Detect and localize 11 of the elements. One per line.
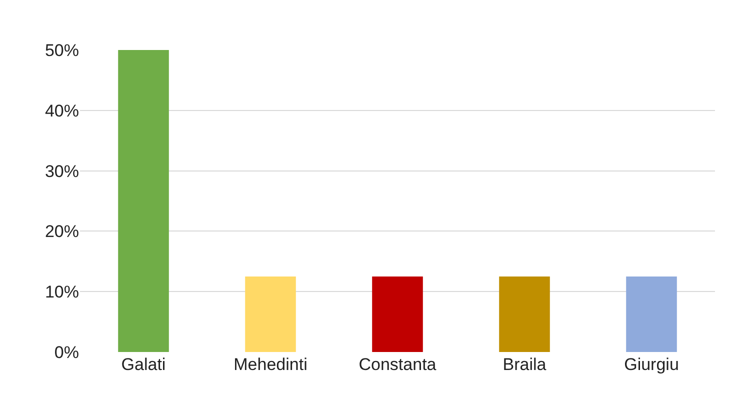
x-tick-label: Giurgiu bbox=[624, 355, 679, 374]
y-tick-label: 40% bbox=[44, 101, 79, 120]
y-tick-label: 50% bbox=[44, 40, 79, 60]
x-tick-label: Mehedinti bbox=[234, 355, 308, 374]
y-tick-label: 0% bbox=[54, 342, 79, 362]
x-tick-label: Galati bbox=[121, 355, 166, 374]
y-tick-label: 10% bbox=[44, 282, 79, 302]
x-tick-label: Constanta bbox=[358, 355, 437, 374]
x-tick-label: Braila bbox=[502, 355, 547, 374]
y-tick-label: 30% bbox=[44, 162, 79, 181]
y-tick-label: 20% bbox=[44, 222, 79, 242]
